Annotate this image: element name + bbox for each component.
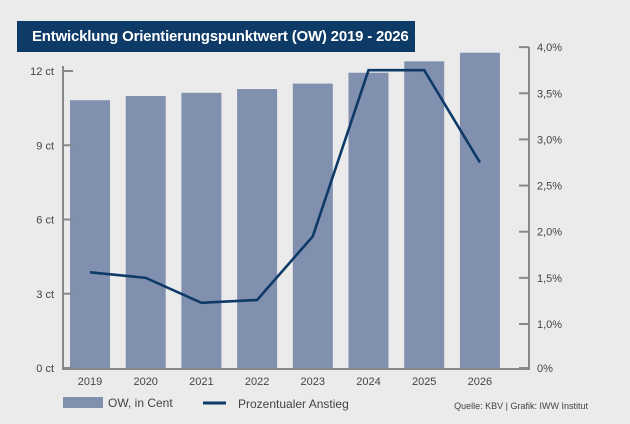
bar-2019	[70, 100, 110, 368]
right-tick-label: 3,5%	[537, 88, 562, 100]
x-tick-label: 2020	[133, 376, 157, 388]
left-tick-label: 6 ct	[36, 215, 54, 227]
right-tick-label: 2,5%	[537, 181, 562, 193]
right-tick-label: 4,0%	[537, 42, 562, 54]
bar-2026	[459, 52, 500, 369]
left-tick-label: 12 ct	[30, 66, 54, 78]
bar-2020	[125, 95, 166, 368]
bar-2025	[404, 61, 445, 368]
left-tick-label: 3 ct	[36, 289, 54, 301]
left-tick-label: 9 ct	[36, 140, 54, 152]
right-tick-label: 2,0%	[537, 227, 562, 239]
line-series-prozentualer-anstieg	[89, 68, 482, 305]
bar-2022	[237, 89, 278, 368]
legend-swatch-bar	[63, 397, 103, 408]
x-tick-label: 2019	[78, 376, 102, 388]
bar-2024	[348, 72, 389, 369]
legend-label-line: Prozentualer Anstieg	[238, 397, 349, 411]
x-tick-label: 2021	[189, 376, 213, 388]
x-tick-label: 2022	[245, 376, 269, 388]
right-tick-label: 3,0%	[537, 134, 562, 146]
right-tick-label: 1,0%	[537, 319, 562, 331]
right-tick-label: 1,5%	[537, 273, 562, 285]
x-tick-label: 2026	[468, 376, 492, 388]
left-tick-label: 0 ct	[36, 363, 54, 375]
source-note: Quelle: KBV | Grafik: IWW Institut	[454, 401, 588, 411]
x-tick-label: 2025	[412, 376, 436, 388]
x-tick-label: 2024	[356, 376, 380, 388]
chart-title: Entwicklung Orientierungspunktwert (OW) …	[17, 21, 415, 52]
bar-2021	[181, 92, 222, 368]
bar-2023	[292, 83, 333, 368]
right-tick-label: 0%	[537, 363, 553, 375]
x-tick-label: 2023	[301, 376, 325, 388]
legend-label-bar: OW, in Cent	[108, 396, 173, 410]
